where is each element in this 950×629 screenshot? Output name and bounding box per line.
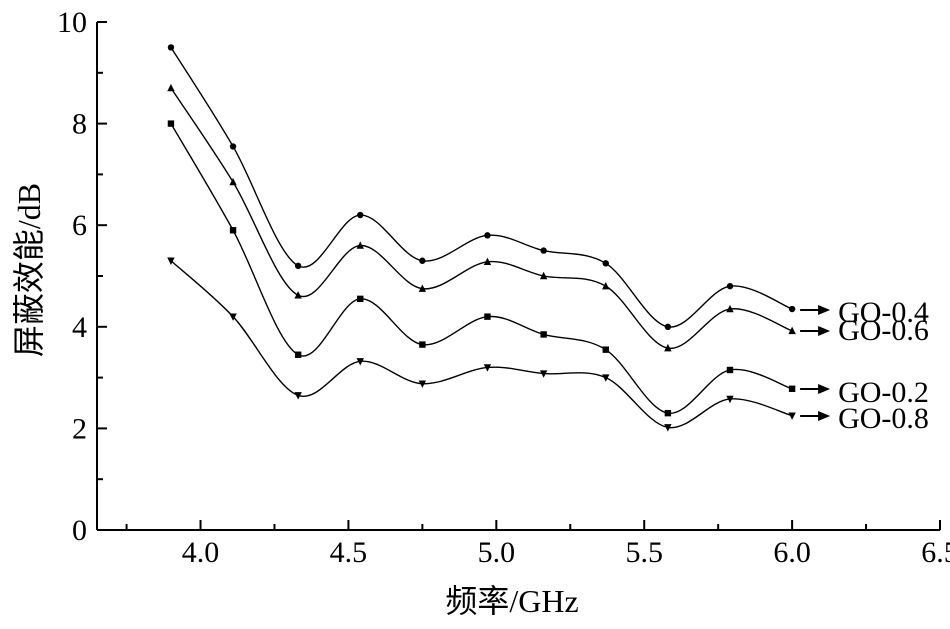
- data-point: [484, 232, 491, 239]
- legend-entry: GO-0.4: [800, 296, 929, 329]
- data-point: [483, 257, 492, 265]
- legend-arrow-head: [818, 326, 831, 336]
- data-point: [664, 409, 672, 417]
- series-go-0-8: [167, 257, 796, 432]
- series-line: [170, 260, 793, 429]
- data-point: [484, 313, 491, 320]
- x-tick-label: 4.0: [182, 536, 220, 569]
- tick-labels: 0 2 4 6 8 10 4.0 4.5 5.0 5.5 6.0 6.5: [57, 6, 950, 569]
- data-point: [726, 304, 734, 313]
- data-point: [356, 241, 364, 249]
- data-point: [419, 257, 426, 264]
- legend-label: GO-0.4: [838, 296, 929, 329]
- y-tick-label: 2: [72, 412, 87, 445]
- data-point: [418, 380, 427, 388]
- data-point: [356, 358, 364, 366]
- legend-label: GO-0.6: [838, 314, 929, 347]
- data-point: [788, 326, 796, 335]
- data-point: [167, 44, 175, 51]
- x-axis-title: 频率/GHz: [445, 583, 578, 619]
- data-point: [788, 412, 796, 420]
- data-point: [664, 424, 672, 432]
- series-group: [167, 44, 796, 432]
- series-line: [170, 87, 793, 349]
- data-point: [419, 341, 426, 348]
- data-point: [788, 385, 796, 392]
- legend-label: GO-0.2: [838, 376, 929, 409]
- series-line: [170, 47, 793, 328]
- data-point: [726, 282, 734, 290]
- data-point: [540, 331, 547, 338]
- data-point: [229, 313, 237, 321]
- legend-arrow-head: [818, 305, 831, 315]
- data-point: [726, 395, 734, 404]
- series-go-0-2: [167, 120, 796, 417]
- data-point: [483, 364, 492, 372]
- data-point: [788, 305, 796, 313]
- data-point: [539, 370, 548, 378]
- data-point: [167, 120, 175, 127]
- x-tick-label: 6.5: [921, 536, 950, 569]
- legend-label: GO-0.8: [838, 402, 929, 435]
- data-point: [602, 260, 609, 267]
- series-line: [170, 123, 793, 414]
- data-point: [540, 247, 547, 254]
- y-tick-label: 10: [57, 6, 87, 39]
- data-point: [294, 392, 302, 400]
- data-point: [229, 143, 237, 150]
- legend-arrow-head: [818, 384, 831, 394]
- legend-entry: GO-0.8: [800, 402, 929, 435]
- y-tick-label: 4: [72, 311, 87, 344]
- data-point: [294, 351, 302, 358]
- data-point: [418, 284, 427, 292]
- data-point: [726, 366, 734, 374]
- data-point: [167, 83, 175, 92]
- data-point: [602, 346, 609, 353]
- legend-arrow-head: [818, 411, 831, 421]
- data-point: [602, 374, 610, 382]
- data-point: [357, 295, 364, 303]
- data-point: [229, 177, 237, 186]
- y-tick-label: 0: [72, 514, 87, 547]
- ticks: [97, 21, 941, 531]
- data-point: [357, 211, 364, 219]
- legend-entry: GO-0.2: [800, 376, 929, 409]
- axes: [96, 22, 940, 531]
- y-tick-label: 6: [72, 209, 87, 242]
- data-point: [229, 227, 237, 234]
- legend: GO-0.4GO-0.6 GO-0.2GO-0.8: [800, 296, 929, 435]
- data-point: [294, 291, 302, 299]
- legend-entry: GO-0.6: [800, 314, 929, 347]
- x-tick-label: 5.5: [625, 536, 663, 569]
- data-point: [664, 323, 672, 330]
- y-tick-label: 8: [72, 108, 87, 141]
- series-go-0-6: [167, 83, 796, 352]
- x-tick-label: 4.5: [330, 536, 368, 569]
- y-axis-title: 屏蔽效能/dB: [11, 183, 47, 357]
- x-tick-label: 6.0: [773, 536, 811, 569]
- data-point: [664, 343, 672, 352]
- data-point: [539, 271, 548, 280]
- x-tick-label: 5.0: [478, 536, 516, 569]
- data-point: [602, 281, 610, 290]
- series-go-0-4: [167, 44, 796, 330]
- data-point: [167, 257, 175, 265]
- data-point: [294, 262, 302, 270]
